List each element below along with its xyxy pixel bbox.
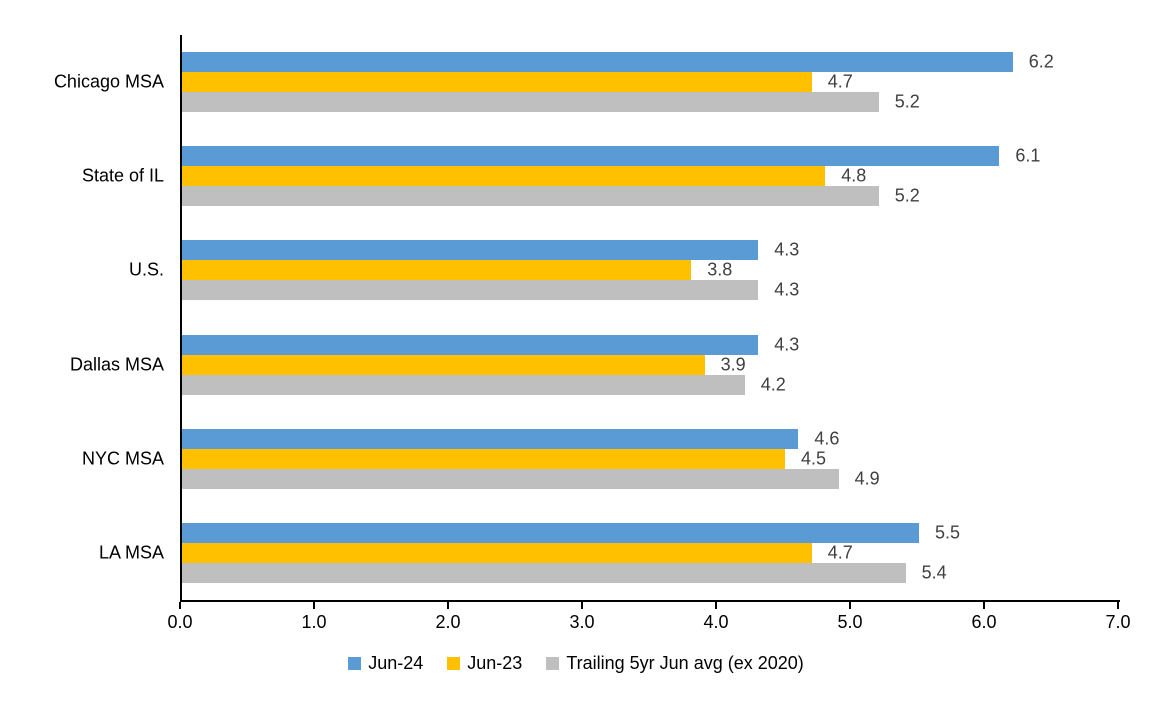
data-label: 4.6 xyxy=(814,428,840,449)
bar-trailing-5yr-jun-avg-ex-2020-: 4.3 xyxy=(182,280,799,301)
bar-jun-23: 3.9 xyxy=(182,354,746,375)
data-label: 4.2 xyxy=(760,374,786,395)
axis-tick-label: 1.0 xyxy=(301,612,327,632)
axis-tick-label: 6.0 xyxy=(971,612,997,632)
category-label: U.S. xyxy=(128,259,164,280)
bar-jun-24: 5.5 xyxy=(182,522,960,543)
axis-tick-mark xyxy=(447,602,449,609)
data-label: 5.2 xyxy=(894,185,920,206)
axis-tick-mark xyxy=(313,602,315,609)
axis-tick-label: 2.0 xyxy=(435,612,461,632)
data-label: 6.1 xyxy=(1015,145,1041,166)
plot-area: 6.2 4.7 5.2 6.1 4.8 5.2 4.3 3.8 4.3 4.3 3.9 4.2 4.6 4… xyxy=(180,35,1120,602)
legend-swatch-icon xyxy=(348,657,362,670)
bar-jun-23: 3.8 xyxy=(182,260,732,281)
legend-label: Trailing 5yr Jun avg (ex 2020) xyxy=(566,653,804,673)
bar-jun-23: 4.7 xyxy=(182,72,853,93)
bar-jun-24: 6.2 xyxy=(182,52,1054,73)
category-label: Chicago MSA xyxy=(53,71,164,92)
data-label: 3.8 xyxy=(707,259,733,280)
bar-trailing-5yr-jun-avg-ex-2020-: 5.2 xyxy=(182,186,920,207)
legend: Jun-24 Jun-23 Trailing 5yr Jun avg (ex 202… xyxy=(0,653,1152,674)
legend-item: Trailing 5yr Jun avg (ex 2020) xyxy=(546,653,804,674)
data-label: 4.3 xyxy=(774,279,800,300)
bar-trailing-5yr-jun-avg-ex-2020-: 5.4 xyxy=(182,562,947,583)
data-label: 3.9 xyxy=(720,354,746,375)
legend-label: Jun-23 xyxy=(467,653,523,673)
bar-jun-23: 4.8 xyxy=(182,166,866,187)
bar-trailing-5yr-jun-avg-ex-2020-: 4.9 xyxy=(182,468,880,489)
category-label: LA MSA xyxy=(98,542,164,563)
data-label: 4.3 xyxy=(774,334,800,355)
bar-jun-23: 4.5 xyxy=(182,448,826,469)
data-label: 5.4 xyxy=(921,562,947,583)
category-label: Dallas MSA xyxy=(69,354,164,375)
legend-item: Jun-23 xyxy=(447,653,522,674)
axis-tick-label: 4.0 xyxy=(703,612,729,632)
data-label: 4.5 xyxy=(801,448,827,469)
axis-tick-mark xyxy=(1117,602,1119,609)
axis-tick-mark xyxy=(179,602,181,609)
category-label: State of IL xyxy=(81,165,164,186)
bar-trailing-5yr-jun-avg-ex-2020-: 4.2 xyxy=(182,374,786,395)
legend-swatch-icon xyxy=(546,657,560,670)
legend-item: Jun-24 xyxy=(348,653,423,674)
data-label: 4.7 xyxy=(827,542,853,563)
data-label: 4.8 xyxy=(841,165,867,186)
axis-tick-label: 0.0 xyxy=(167,612,193,632)
data-label: 4.7 xyxy=(827,71,853,92)
axis-tick-mark xyxy=(983,602,985,609)
data-label: 5.5 xyxy=(935,522,961,543)
axis-tick-label: 3.0 xyxy=(569,612,595,632)
data-label: 5.2 xyxy=(894,91,920,112)
legend-label: Jun-24 xyxy=(368,653,424,673)
bar-trailing-5yr-jun-avg-ex-2020-: 5.2 xyxy=(182,92,920,113)
axis-tick-mark xyxy=(849,602,851,609)
category-label: NYC MSA xyxy=(81,448,164,469)
bar-jun-24: 4.3 xyxy=(182,240,799,261)
bar-jun-24: 4.6 xyxy=(182,428,839,449)
axis-tick-mark xyxy=(715,602,717,609)
data-label: 4.9 xyxy=(854,468,880,489)
axis-tick-mark xyxy=(581,602,583,609)
axis-tick-label: 5.0 xyxy=(837,612,863,632)
axis-tick-label: 7.0 xyxy=(1105,612,1131,632)
bar-jun-24: 6.1 xyxy=(182,146,1040,167)
data-label: 4.3 xyxy=(774,239,800,260)
data-label: 6.2 xyxy=(1028,51,1054,72)
bar-jun-23: 4.7 xyxy=(182,542,853,563)
bar-jun-24: 4.3 xyxy=(182,334,799,355)
legend-swatch-icon xyxy=(447,657,461,670)
